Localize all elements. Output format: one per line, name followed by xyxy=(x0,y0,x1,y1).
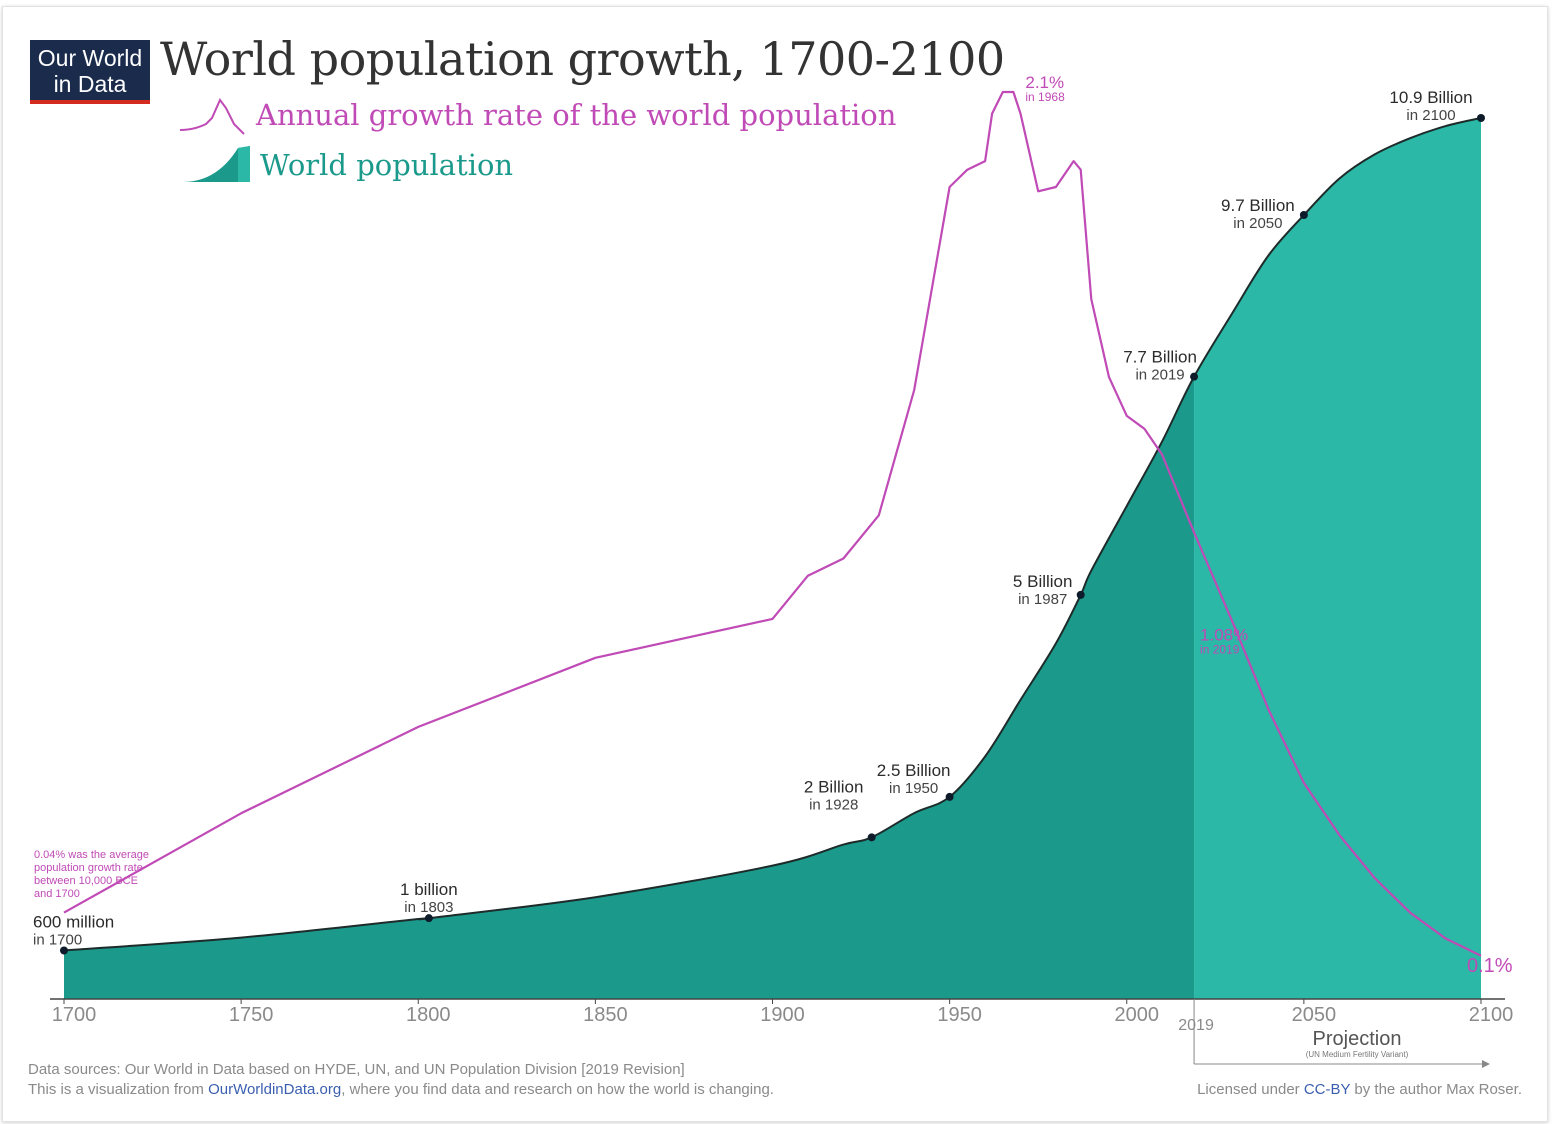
x-tick-label-1950: 1950 xyxy=(937,1004,982,1026)
population-sublabel-1700: in 1700 xyxy=(33,932,82,949)
population-label-1803: 1 billion xyxy=(400,880,458,899)
x-tick-label-1700: 1700 xyxy=(52,1004,97,1026)
growth-rate-line xyxy=(63,90,1482,957)
population-marker-1928 xyxy=(867,833,876,842)
population-marker-1803 xyxy=(424,914,433,923)
population-sublabel-1803: in 1803 xyxy=(404,899,453,916)
population-label-1700: 600 million xyxy=(33,913,114,932)
population-marker-1950 xyxy=(945,792,954,801)
growth-legend-icon xyxy=(179,98,245,135)
growth-legend-label: Annual growth rate of the world populati… xyxy=(256,98,897,132)
population-sublabel-2050: in 2050 xyxy=(1233,215,1282,232)
population-sublabel-1928: in 1928 xyxy=(809,796,858,813)
x-tick-label-1800: 1800 xyxy=(406,1004,451,1026)
population-marker-1987 xyxy=(1076,590,1085,599)
population-legend-icon xyxy=(182,146,250,182)
growth-note-line-1: 0.04% was the average xyxy=(34,849,149,861)
x-tick-label-2000: 2000 xyxy=(1115,1004,1160,1026)
population-label-2019: 7.7 Billion xyxy=(1123,348,1197,367)
population-label-2100: 10.9 Billion xyxy=(1389,88,1472,107)
population-sublabel-2100: in 2100 xyxy=(1406,107,1455,124)
projection-label: Projection xyxy=(1313,1028,1402,1050)
license-link[interactable]: CC-BY xyxy=(1303,1081,1351,1098)
x-tick-label-2100: 2100 xyxy=(1469,1004,1514,1026)
logo-line-2: in Data xyxy=(53,71,127,97)
population-marker-2100 xyxy=(1477,114,1485,122)
population-sublabel-1987: in 1987 xyxy=(1018,591,1067,608)
population-label-1987: 5 Billion xyxy=(1013,572,1073,591)
chart-title: World population growth, 1700-2100 xyxy=(160,32,1005,86)
projection-sublabel: (UN Medium Fertility Variant) xyxy=(1306,1050,1409,1059)
growth-note-line-4: and 1700 xyxy=(34,888,80,900)
growth-sublabel-1968: in 1968 xyxy=(1025,90,1065,104)
owid-logo[interactable]: Our World in Data xyxy=(30,40,150,104)
population-marker-2050 xyxy=(1299,210,1308,219)
population-area-projection xyxy=(1194,118,1481,999)
growth-note-line-2: population growth rate xyxy=(34,862,143,874)
projection-arrow-head xyxy=(1482,1060,1490,1068)
projection-tick-label: 2019 xyxy=(1178,1017,1214,1034)
footer-license: Licensed under CC-BY by the author Max R… xyxy=(1197,1081,1522,1098)
footer-viz-suffix: , where you find data and research on ho… xyxy=(341,1081,774,1098)
owid-link[interactable]: OurWorldinData.org xyxy=(208,1081,342,1098)
growth-label-1968: 2.1% xyxy=(1025,73,1064,92)
x-tick-label-1850: 1850 xyxy=(583,1004,628,1026)
footer-license-suffix: by the author Max Roser. xyxy=(1350,1081,1522,1098)
growth-label-2019: 1.08% xyxy=(1200,626,1248,645)
growth-label-2100: 0.1% xyxy=(1467,955,1513,977)
population-marker-1700 xyxy=(60,946,68,955)
population-marker-2019 xyxy=(1190,372,1199,381)
x-tick-label-1900: 1900 xyxy=(760,1004,805,1026)
population-label-2050: 9.7 Billion xyxy=(1221,196,1295,215)
growth-sublabel-2019: in 2019 xyxy=(1200,643,1240,657)
population-label-1928: 2 Billion xyxy=(804,777,864,796)
logo-line-1: Our World xyxy=(37,45,143,71)
footer-sources: Data sources: Our World in Data based on… xyxy=(28,1061,685,1078)
x-tick-label-2050: 2050 xyxy=(1292,1004,1337,1026)
population-legend-label: World population xyxy=(260,148,514,182)
population-sublabel-1950: in 1950 xyxy=(889,780,938,797)
population-label-1950: 2.5 Billion xyxy=(877,761,951,780)
growth-note-line-3: between 10,000 BCE xyxy=(34,875,138,887)
footer-visualization: This is a visualization from OurWorldinD… xyxy=(28,1081,774,1098)
population-sublabel-2019: in 2019 xyxy=(1135,367,1184,384)
x-tick-label-1750: 1750 xyxy=(229,1004,274,1026)
population-line xyxy=(63,117,1482,952)
footer-viz-prefix: This is a visualization from xyxy=(28,1081,209,1098)
population-area-historical xyxy=(64,376,1195,1000)
footer-license-prefix: Licensed under xyxy=(1197,1081,1304,1098)
